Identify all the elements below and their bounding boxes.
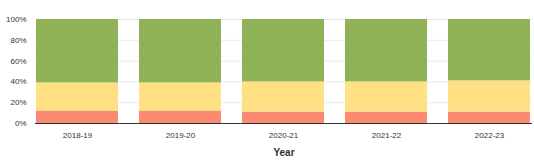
svg-text:100%: 100% [6, 15, 26, 24]
svg-text:40%: 40% [10, 77, 26, 86]
svg-text:2019-20: 2019-20 [166, 131, 196, 140]
svg-text:2022-23: 2022-23 [475, 131, 505, 140]
svg-text:80%: 80% [10, 36, 26, 45]
svg-text:2021-22: 2021-22 [372, 131, 402, 140]
svg-text:60%: 60% [10, 57, 26, 66]
svg-text:0%: 0% [15, 119, 27, 128]
svg-text:20%: 20% [10, 98, 26, 107]
svg-text:2020-21: 2020-21 [269, 131, 299, 140]
svg-text:2018-19: 2018-19 [63, 131, 93, 140]
svg-text:Year: Year [273, 147, 294, 158]
